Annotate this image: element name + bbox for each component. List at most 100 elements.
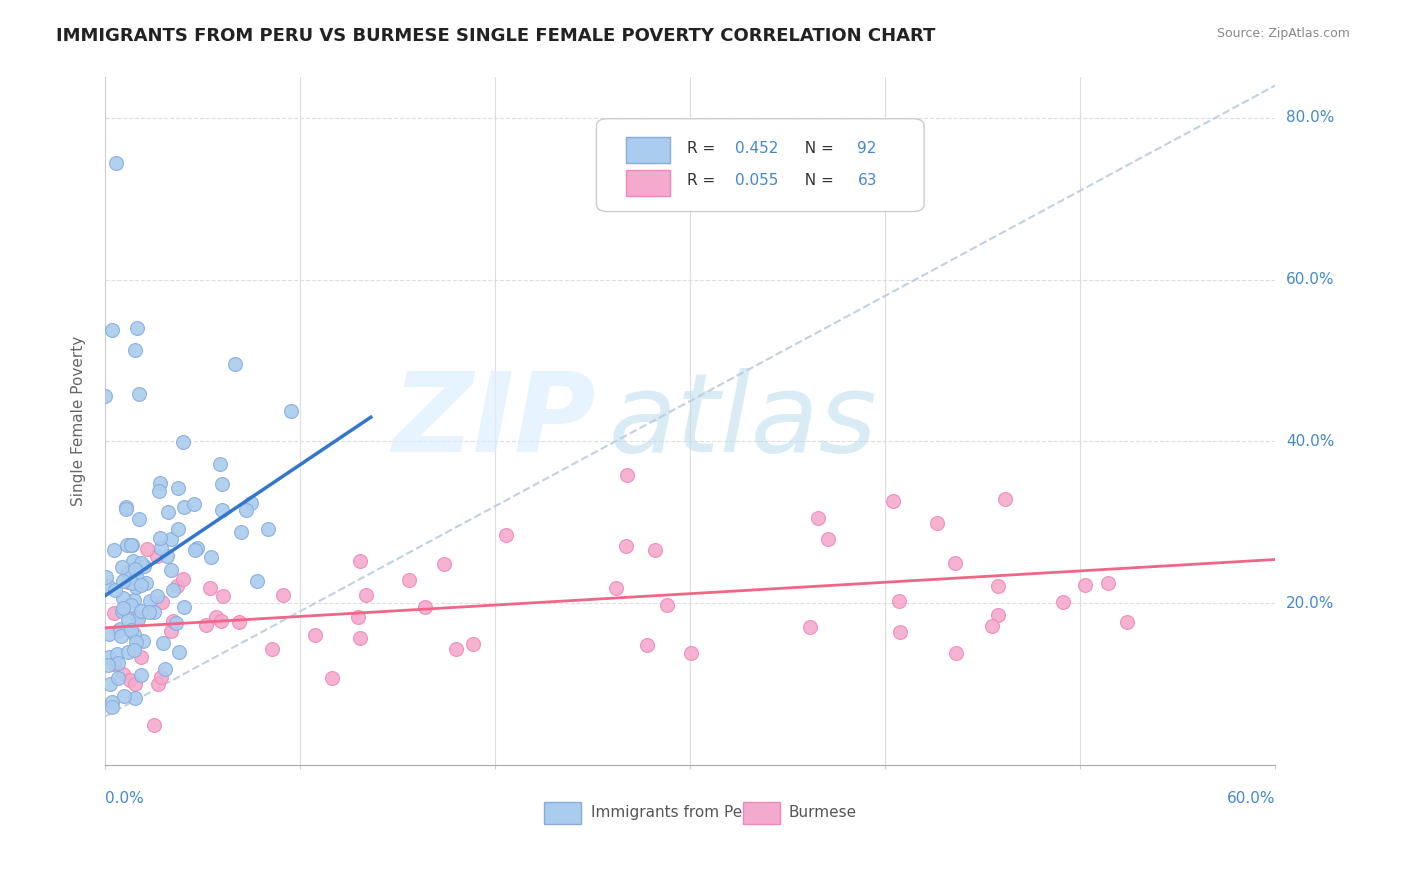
Point [101,695,124,709]
Point [987,608,1010,623]
Point [105,647,128,661]
Point [128,386,150,401]
Point [129,650,152,665]
Point [616,468,638,483]
Point [129,578,152,592]
Point [127,321,149,335]
Point [128,512,150,526]
Point [200,549,222,564]
Point [125,580,148,594]
Point [114,502,136,516]
Point [118,673,141,688]
Point [98,677,121,691]
Point [122,643,145,657]
Point [211,503,233,517]
Text: 40.0%: 40.0% [1286,434,1334,449]
Point [228,615,250,630]
Point [160,563,183,577]
Point [166,522,188,536]
Point [817,533,839,547]
Point [167,645,190,659]
Point [205,610,228,624]
Point [124,562,146,576]
Point [173,500,195,515]
Point [117,645,139,659]
Point [321,671,343,685]
Point [96,570,118,584]
Point [925,516,948,530]
Point [129,556,152,570]
Point [115,538,138,552]
Point [103,606,125,620]
Point [146,589,169,603]
Point [981,619,1004,633]
Point [122,554,145,568]
Text: Immigrants from Peru: Immigrants from Peru [591,805,758,820]
Point [129,668,152,682]
Point [172,572,194,586]
Text: 0.452: 0.452 [734,141,778,156]
Point [1074,578,1097,592]
Point [117,566,139,580]
Point [636,638,658,652]
Point [121,576,143,591]
Point [807,510,830,524]
Point [107,671,129,685]
Point [882,494,904,508]
Text: atlas: atlas [609,368,877,475]
FancyBboxPatch shape [596,119,924,211]
Point [112,689,135,703]
FancyBboxPatch shape [626,169,671,195]
Point [231,524,253,539]
Point [413,600,436,615]
Point [679,646,702,660]
Point [127,610,149,624]
Point [105,156,128,170]
Point [945,556,967,570]
Point [167,482,190,496]
Point [173,599,195,614]
Point [127,612,149,626]
Point [433,558,456,572]
Point [799,620,821,634]
Point [212,589,235,603]
Point [117,574,139,589]
Point [120,538,142,552]
Point [135,541,157,556]
Point [183,496,205,510]
Point [120,623,142,637]
Point [354,588,377,602]
Y-axis label: Single Female Poverty: Single Female Poverty [72,336,86,507]
Point [444,642,467,657]
Point [138,593,160,607]
Point [111,559,134,574]
Point [115,500,138,514]
Point [1052,595,1074,609]
Point [260,642,283,657]
Point [97,650,120,665]
Text: 0.055: 0.055 [734,173,778,188]
Point [166,579,188,593]
Point [124,593,146,607]
Text: R =: R = [686,173,720,188]
Text: 60.0%: 60.0% [1286,272,1334,287]
Point [994,491,1017,506]
Point [124,690,146,705]
Point [129,604,152,618]
Point [495,527,517,541]
Point [101,323,124,337]
Point [184,543,207,558]
Text: 63: 63 [858,173,877,188]
Point [107,657,129,671]
Point [125,571,148,585]
Point [97,627,120,641]
Text: Burmese: Burmese [789,805,856,820]
Point [111,601,134,615]
Point [149,531,172,545]
Point [146,549,169,564]
Point [162,582,184,597]
Point [198,581,221,595]
FancyBboxPatch shape [626,137,671,163]
Point [150,541,173,556]
Point [110,628,132,642]
